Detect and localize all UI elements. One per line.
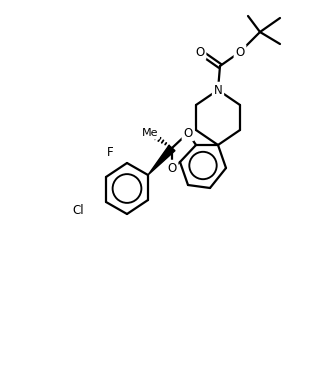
Polygon shape — [148, 145, 175, 175]
Text: O: O — [235, 45, 245, 58]
Text: Cl: Cl — [72, 203, 84, 216]
Text: Me: Me — [142, 128, 158, 138]
Text: O: O — [183, 127, 193, 140]
Text: F: F — [107, 145, 113, 158]
Text: O: O — [195, 45, 204, 58]
Text: O: O — [167, 162, 177, 174]
Text: N: N — [213, 83, 223, 96]
